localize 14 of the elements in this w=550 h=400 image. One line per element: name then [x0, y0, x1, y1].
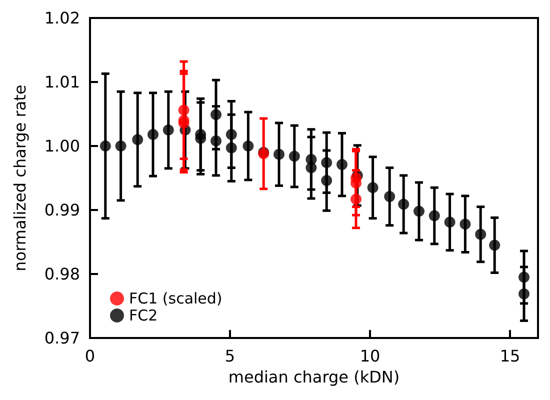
y-tick-label: 0.97 [44, 328, 80, 348]
x-tick-label: 15 [500, 346, 520, 366]
y-tick-label: 0.98 [44, 264, 80, 284]
x-axis-title: median charge (kDN) [228, 367, 400, 386]
legend-label: FC1 (scaled) [129, 290, 222, 308]
x-tick-label: 5 [224, 346, 236, 366]
y-tick-label: 1.01 [44, 72, 80, 92]
x-tick-label: 0 [84, 346, 96, 366]
legend-label: FC2 [129, 306, 158, 324]
y-axis-title: normalized charge rate [10, 84, 30, 272]
y-tick-label: 1.00 [44, 136, 80, 156]
y-tick-label: 1.02 [44, 8, 80, 28]
y-tick-label: 0.99 [44, 200, 80, 220]
x-tick-label: 10 [360, 346, 380, 366]
